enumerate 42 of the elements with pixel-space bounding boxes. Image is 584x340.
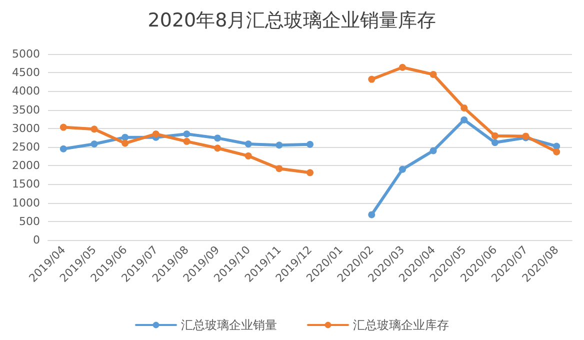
point: [368, 211, 376, 218]
point: [553, 148, 560, 156]
y-tick-label: 4000: [12, 84, 40, 98]
chart-title: 2020年8月汇总玻璃企业销量库存: [148, 10, 436, 32]
y-tick-label: 3500: [12, 103, 40, 116]
point: [244, 152, 252, 160]
point: [368, 76, 376, 83]
point: [183, 138, 190, 145]
y-tick-label: 5000: [12, 48, 40, 60]
point: [276, 165, 283, 172]
legend-label: 汇总玻璃企业库存: [353, 318, 449, 332]
legend-label: 汇总玻璃企业销量: [181, 318, 277, 332]
y-tick-label: 2000: [12, 159, 40, 172]
point: [244, 140, 252, 148]
y-tick-label: 0: [33, 234, 40, 246]
point: [398, 64, 406, 71]
point: [60, 124, 67, 131]
y-tick-label: 2500: [12, 140, 40, 154]
point: [460, 116, 468, 124]
y-tick-label: 3000: [12, 122, 40, 135]
point: [430, 147, 437, 154]
y-tick-label: 500: [19, 214, 40, 228]
point: [491, 132, 498, 140]
point: [460, 104, 468, 112]
point: [214, 134, 222, 142]
point: [152, 130, 160, 138]
point: [214, 144, 222, 152]
point: [183, 130, 190, 138]
point: [306, 140, 314, 148]
point: [430, 70, 437, 78]
point: [60, 145, 67, 152]
y-tick-label: 1000: [12, 196, 40, 210]
point: [276, 142, 283, 149]
point: [398, 166, 406, 173]
point: [122, 140, 129, 147]
point: [90, 140, 98, 148]
y-tick-label: 4500: [12, 66, 40, 80]
point: [306, 169, 314, 176]
point: [122, 134, 129, 141]
point: [491, 139, 498, 146]
y-tick-label: 1500: [12, 178, 40, 191]
point: [90, 126, 98, 133]
